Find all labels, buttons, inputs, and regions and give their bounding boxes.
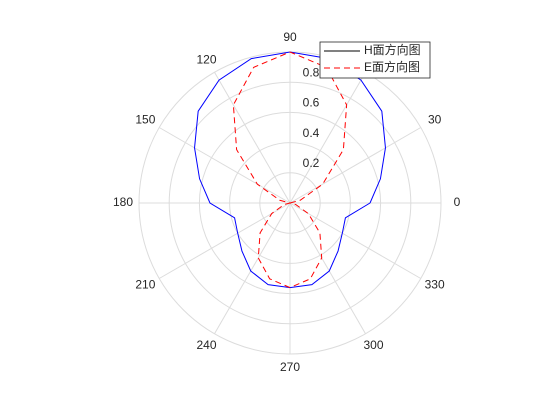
legend-label: H面方向图 bbox=[364, 42, 421, 57]
series-line bbox=[232, 51, 348, 289]
theta-tick-label: 240 bbox=[196, 338, 216, 352]
grid-spoke bbox=[214, 71, 291, 204]
r-tick-label: 0.2 bbox=[303, 156, 320, 170]
theta-tick-label: 270 bbox=[280, 360, 300, 374]
theta-tick-label: 330 bbox=[425, 278, 445, 292]
grid-spoke bbox=[289, 202, 366, 335]
legend-box bbox=[319, 41, 431, 79]
grid-spoke bbox=[158, 127, 291, 204]
theta-tick-label: 30 bbox=[428, 113, 442, 127]
theta-tick-label: 0 bbox=[454, 195, 461, 209]
theta-tick-label: 120 bbox=[196, 52, 216, 66]
grid-spoke bbox=[214, 202, 291, 335]
r-tick-label: 0.4 bbox=[303, 126, 320, 140]
series-line bbox=[194, 51, 386, 289]
grid-spoke bbox=[289, 71, 366, 204]
grid-spoke bbox=[289, 202, 422, 279]
grid-spoke bbox=[289, 127, 422, 204]
theta-tick-label: 150 bbox=[135, 113, 155, 127]
r-tick-label: 0.8 bbox=[303, 65, 320, 79]
theta-tick-label: 210 bbox=[135, 278, 155, 292]
grid-spoke bbox=[158, 202, 291, 279]
theta-tick-label: 300 bbox=[363, 338, 383, 352]
legend-label: E面方向图 bbox=[364, 59, 420, 74]
theta-tick-label: 180 bbox=[113, 195, 133, 209]
theta-tick-label: 90 bbox=[283, 30, 297, 44]
r-tick-label: 0.6 bbox=[303, 96, 320, 110]
